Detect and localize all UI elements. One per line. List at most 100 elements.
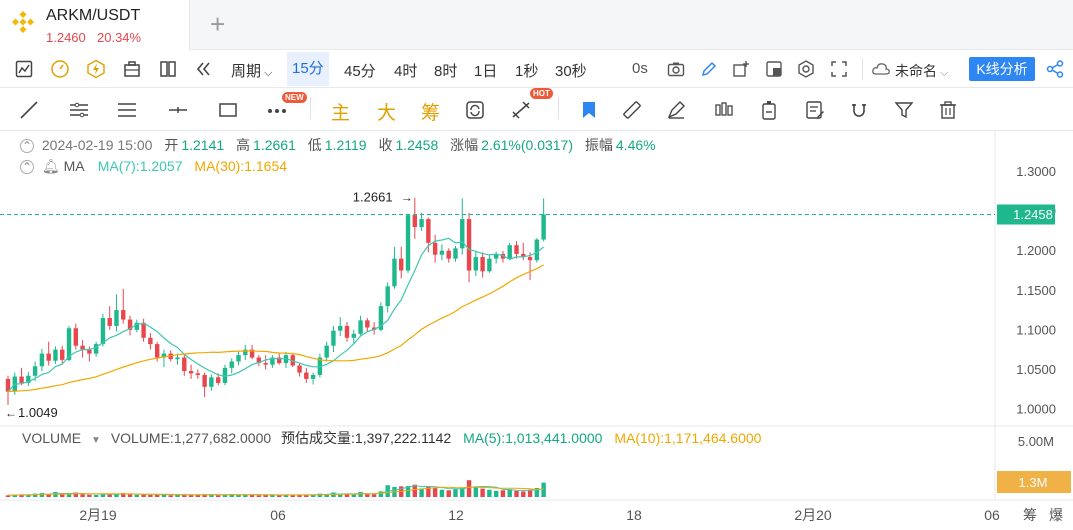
chips-button[interactable]: 筹 bbox=[421, 103, 441, 124]
interval-8h[interactable]: 8时 bbox=[434, 63, 458, 80]
volume-bar bbox=[365, 493, 370, 497]
volume-bar bbox=[480, 488, 485, 497]
parallel-lines-icon[interactable] bbox=[68, 99, 90, 121]
pencil-icon[interactable] bbox=[699, 59, 719, 79]
channel-icon[interactable] bbox=[116, 99, 138, 121]
volume-bar bbox=[46, 494, 51, 497]
drawing-toolbar: NEW 主 大 筹 HOT bbox=[0, 88, 1073, 131]
new-badge: NEW bbox=[282, 92, 307, 103]
open-value: 1.2141 bbox=[181, 137, 225, 153]
volume-bar bbox=[534, 488, 540, 497]
interval-4h[interactable]: 4时 bbox=[394, 63, 418, 80]
interval-45m[interactable]: 45分 bbox=[344, 63, 376, 80]
rectangle-icon[interactable] bbox=[217, 99, 239, 121]
rewind-icon[interactable] bbox=[194, 59, 214, 79]
trend-line-icon[interactable] bbox=[18, 99, 40, 121]
candle bbox=[154, 344, 160, 358]
big-order-button[interactable]: 大 bbox=[377, 103, 397, 124]
refresh-icon[interactable] bbox=[464, 99, 486, 121]
layout-name-dropdown[interactable]: 未命名 ⌵ bbox=[895, 61, 948, 81]
volume-bar bbox=[209, 494, 214, 497]
bookmark-icon[interactable] bbox=[578, 99, 600, 121]
candle bbox=[209, 377, 214, 387]
volume-bar bbox=[432, 488, 438, 497]
candle bbox=[304, 372, 309, 379]
volume-bar bbox=[439, 489, 445, 497]
volume-bar bbox=[378, 491, 384, 497]
layout-icon[interactable] bbox=[158, 59, 178, 79]
trash-icon[interactable] bbox=[937, 99, 959, 121]
ohlc-info: ⌃ 2024-02-19 15:00 开 1.2141 高 1.2661 低 1.21… bbox=[0, 131, 995, 179]
note-icon[interactable] bbox=[804, 99, 826, 121]
volume-bar bbox=[351, 494, 356, 497]
battery-icon[interactable] bbox=[758, 99, 780, 121]
horizontal-line-icon[interactable] bbox=[167, 99, 189, 121]
collapse-icon[interactable]: ⌃ bbox=[20, 139, 34, 153]
settings-icon[interactable] bbox=[796, 59, 816, 79]
volume-bar bbox=[338, 494, 343, 497]
candle bbox=[26, 375, 31, 383]
interval-30s[interactable]: 30秒 bbox=[555, 63, 587, 80]
ruler-icon[interactable] bbox=[621, 99, 643, 121]
more-icon[interactable] bbox=[266, 99, 288, 121]
low-arrow-icon: ← bbox=[5, 406, 17, 420]
cloud-icon[interactable] bbox=[871, 59, 891, 79]
close-value: 1.2458 bbox=[395, 137, 439, 153]
close-label: 收 bbox=[378, 137, 393, 153]
strategy-icon[interactable] bbox=[510, 99, 532, 121]
speedometer-icon[interactable] bbox=[50, 59, 70, 79]
candle bbox=[541, 214, 546, 240]
filter-icon[interactable] bbox=[893, 99, 915, 121]
candle bbox=[148, 337, 153, 345]
volume-bar bbox=[466, 480, 472, 497]
camera-icon[interactable] bbox=[666, 59, 686, 79]
candle bbox=[331, 330, 336, 346]
magnet-icon[interactable] bbox=[848, 99, 870, 121]
collapse-icon[interactable]: ⌃ bbox=[20, 160, 34, 174]
interval-15m[interactable]: 15分 bbox=[287, 52, 329, 86]
interval-1s[interactable]: 1秒 bbox=[515, 63, 539, 80]
main-force-button[interactable]: 主 bbox=[331, 103, 351, 124]
toolbar-divider bbox=[558, 97, 559, 119]
ma7-line bbox=[7, 237, 544, 393]
chevron-down-icon: ⌵ bbox=[261, 67, 273, 79]
liquidation-toggle[interactable]: 爆 bbox=[1049, 507, 1063, 523]
candlestick-icon[interactable] bbox=[713, 99, 735, 121]
candle bbox=[229, 361, 234, 368]
volume-bar bbox=[344, 493, 350, 497]
candle bbox=[399, 258, 404, 271]
add-indicator-icon[interactable] bbox=[731, 59, 751, 79]
candle bbox=[277, 357, 282, 364]
ma7-value: MA(7):1.2057 bbox=[97, 158, 183, 174]
interval-1d[interactable]: 1日 bbox=[474, 63, 498, 80]
share-icon[interactable] bbox=[1045, 59, 1065, 79]
price-tick: 1.1500 bbox=[1016, 283, 1056, 298]
volume-bar bbox=[121, 493, 126, 497]
chips-toggle[interactable]: 筹 bbox=[1023, 507, 1037, 523]
candle bbox=[53, 349, 58, 361]
volume-bar bbox=[175, 494, 180, 497]
period-dropdown[interactable]: 周期 ⌵ bbox=[231, 60, 272, 81]
brush-icon[interactable] bbox=[665, 99, 687, 121]
chevron-down-icon[interactable]: ▼ bbox=[91, 435, 101, 446]
briefcase-icon[interactable] bbox=[122, 59, 142, 79]
volume-bar bbox=[385, 485, 390, 497]
candle bbox=[419, 219, 424, 227]
add-tab-button[interactable]: + bbox=[210, 9, 226, 39]
k-line-analysis-button[interactable]: K线分析 bbox=[969, 57, 1035, 81]
volume-ma5: MA(5):1,013,441.0000 bbox=[463, 430, 603, 446]
fullscreen-icon[interactable] bbox=[829, 59, 849, 79]
open-label: 开 bbox=[164, 137, 179, 153]
main-toolbar: 周期 ⌵ 15分 45分 4时 8时 1日 1秒 30秒 0s 未命名 ⌵ K线… bbox=[0, 50, 1073, 88]
candle bbox=[460, 219, 465, 249]
candle bbox=[270, 357, 275, 365]
line-chart-icon[interactable] bbox=[14, 59, 34, 79]
volume-bar bbox=[399, 486, 404, 497]
flash-icon[interactable] bbox=[86, 59, 106, 79]
bell-icon[interactable]: 🔔︎ bbox=[41, 158, 60, 174]
ma-legend: ⌃ 🔔︎ MA MA(7):1.2057 MA(30):1.1654 bbox=[20, 158, 287, 175]
candle bbox=[521, 253, 526, 258]
volume-current-tag bbox=[997, 471, 1071, 493]
template-icon[interactable] bbox=[764, 59, 784, 79]
symbol-tab[interactable]: ARKM/USDT 1.2460 20.34% bbox=[0, 0, 190, 50]
